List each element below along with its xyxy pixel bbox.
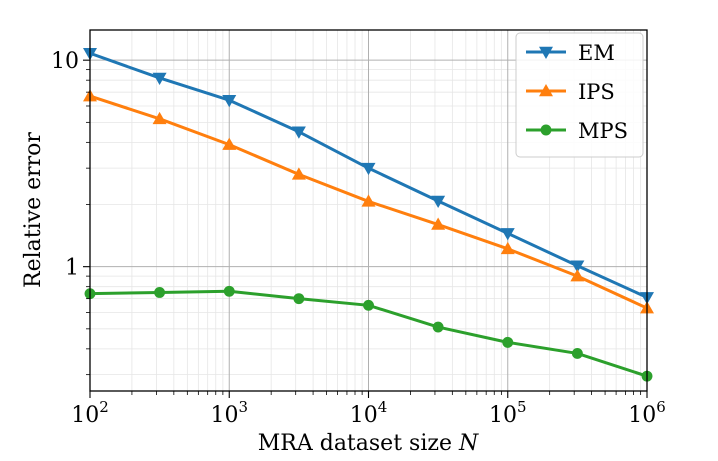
x-axis-label: MRA dataset size N: [258, 431, 479, 456]
legend-marker-ips: [539, 84, 553, 97]
data-point-mps: [293, 293, 305, 305]
data-point-em: [222, 94, 237, 108]
data-point-em: [431, 195, 446, 208]
x-tick-label: 106: [628, 398, 666, 428]
legend-label-mps: MPS: [578, 119, 628, 143]
data-point-ips: [361, 194, 376, 207]
series-em: [83, 48, 654, 305]
data-point-mps: [363, 299, 374, 311]
x-tick-label: 105: [489, 398, 527, 428]
y-tick-label: 1: [65, 256, 79, 281]
data-point-em: [361, 162, 376, 176]
legend-marker-em: [539, 46, 553, 59]
legend-label-ips: IPS: [578, 80, 615, 104]
y-tick-label: 10: [51, 49, 79, 74]
data-point-mps: [571, 347, 583, 359]
data-point-mps: [432, 321, 444, 333]
tick-labels: 102 103 104 105 106 1 10: [51, 49, 666, 428]
x-tick-label: 102: [71, 398, 109, 428]
legend: EM IPS MPS: [515, 32, 644, 158]
legend-marker-mps: [540, 124, 552, 136]
data-point-mps: [223, 285, 235, 297]
x-tick-label: 103: [210, 398, 248, 428]
series-mps: [84, 285, 653, 382]
data-point-mps: [154, 287, 166, 298]
data-point-em: [500, 228, 515, 241]
data-point-mps: [502, 336, 514, 348]
x-tick-label: 104: [350, 398, 388, 428]
data-point-em: [291, 126, 306, 139]
data-point-em: [570, 260, 585, 273]
series-layer: [83, 48, 654, 382]
data-point-ips: [152, 111, 167, 125]
axis-ticks: [83, 59, 648, 398]
data-point-ips: [291, 167, 306, 180]
data-point-ips: [500, 241, 515, 255]
data-point-ips: [570, 269, 585, 282]
data-point-ips: [431, 217, 446, 230]
data-point-em: [152, 72, 167, 85]
data-point-ips: [222, 137, 237, 150]
legend-label-em: EM: [578, 41, 615, 65]
y-axis-label: Relative error: [21, 132, 46, 288]
